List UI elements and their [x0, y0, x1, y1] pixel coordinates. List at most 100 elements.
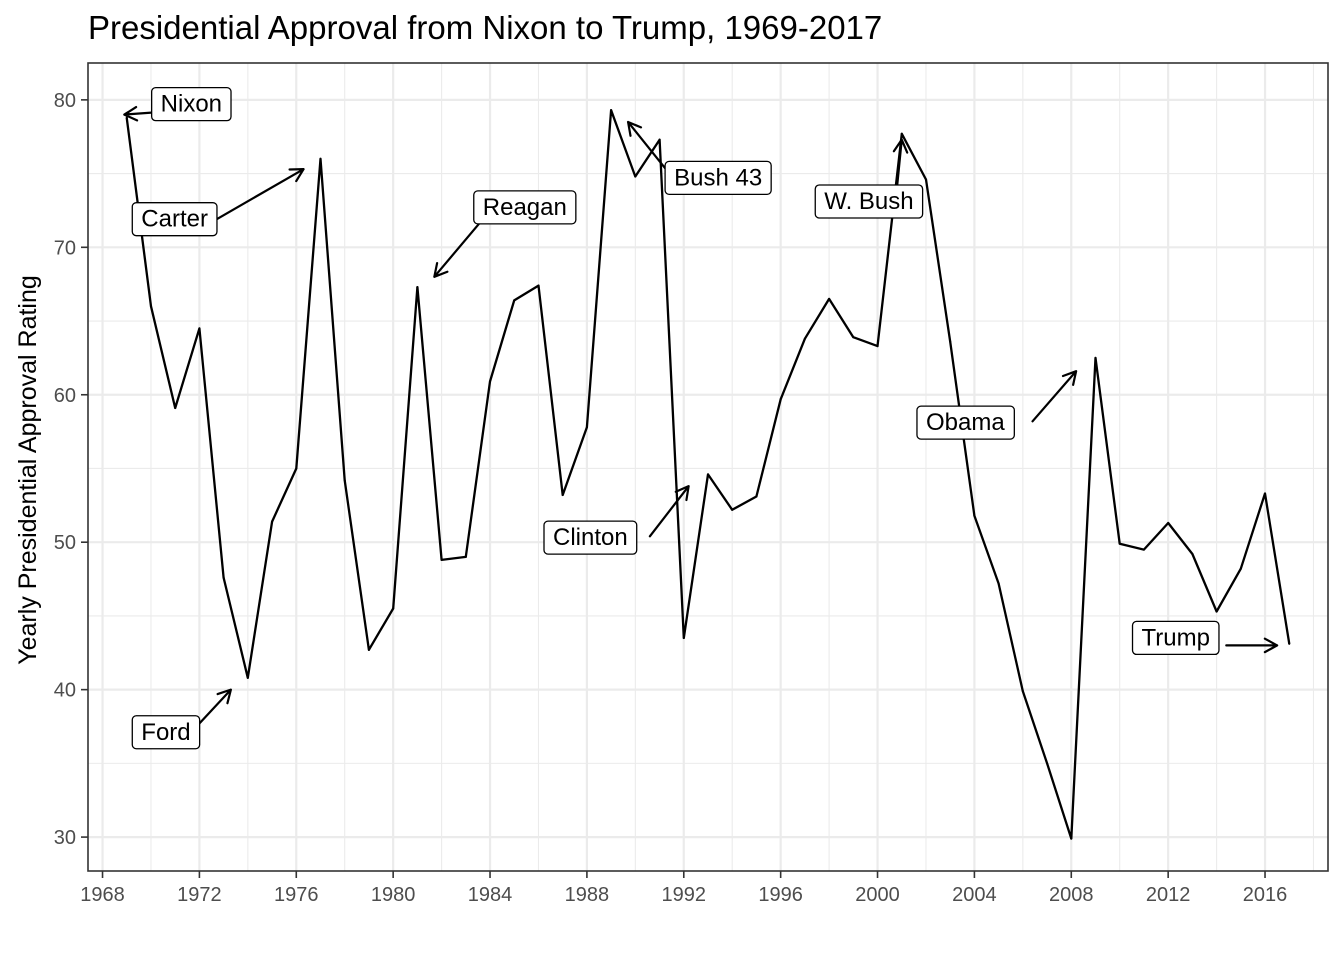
data-point: [174, 407, 177, 410]
annotation-text: Nixon: [161, 91, 222, 118]
data-point: [1046, 762, 1049, 765]
x-tick-label: 2016: [1243, 884, 1288, 906]
data-point: [1288, 642, 1291, 645]
data-point: [876, 345, 879, 348]
annotation-arrow: [212, 168, 305, 222]
data-point: [707, 473, 709, 476]
annotation-label-bush-43: Bush 43: [664, 160, 772, 196]
data-point: [1264, 492, 1267, 495]
annotation-label-reagan: Reagan: [473, 190, 577, 225]
x-tick-label: 1988: [565, 884, 610, 906]
data-point: [779, 398, 782, 401]
x-tick-label: 1984: [468, 884, 513, 906]
data-point: [634, 175, 637, 178]
annotation-arrow: [648, 485, 690, 538]
annotation-arrow: [433, 218, 484, 278]
annotation-label-nixon: Nixon: [151, 87, 232, 122]
annotation-label-carter: Carter: [131, 202, 218, 237]
annotation-arrow: [1031, 370, 1078, 423]
axes-layer: 1968 1972 1976 1980 1984 1988 1992 1996 2000 2004…: [54, 90, 1288, 906]
series-layer: [125, 109, 1291, 840]
annotation-box: [916, 405, 1015, 440]
annotation-arrow: [892, 138, 909, 190]
data-point: [271, 520, 274, 523]
data-point: [246, 676, 249, 679]
annotation-box: [473, 190, 577, 225]
data-point: [1142, 548, 1145, 551]
annotation-label-ford: Ford: [131, 715, 201, 750]
data-point: [149, 305, 152, 308]
annotation-text: Bush 43: [674, 164, 762, 191]
x-tick-label: 1996: [758, 884, 803, 906]
annotation-box: [814, 184, 924, 219]
data-point: [222, 576, 225, 579]
data-point: [343, 479, 346, 482]
data-point: [755, 495, 758, 498]
annotation-text: Reagan: [483, 194, 567, 221]
x-tick-label: 2004: [952, 884, 997, 906]
x-tick-label: 1980: [371, 884, 416, 906]
data-point: [1191, 552, 1194, 555]
y-tick-label: 40: [54, 680, 76, 702]
annotation-label-w-bush: W. Bush: [814, 184, 924, 219]
data-point: [295, 467, 298, 470]
data-point: [949, 340, 952, 343]
data-point: [610, 109, 613, 112]
annotation-text: Obama: [926, 409, 1005, 436]
data-point: [1094, 356, 1097, 359]
chart-title: Presidential Approval from Nixon to Trum…: [88, 9, 882, 46]
y-tick-label: 30: [54, 827, 76, 849]
data-point: [731, 508, 734, 511]
data-point: [973, 514, 976, 517]
annotation-label-obama: Obama: [916, 405, 1015, 440]
x-tick-label: 1992: [662, 884, 707, 906]
data-point: [658, 138, 661, 141]
data-point: [803, 337, 806, 340]
x-tick-label: 1968: [80, 884, 125, 906]
annotation-box: [1131, 620, 1220, 656]
annotation-text: Clinton: [553, 524, 628, 551]
x-tick-label: 2000: [855, 884, 900, 906]
data-point: [319, 157, 322, 160]
y-tick-label: 60: [54, 385, 76, 407]
data-point: [1215, 610, 1218, 613]
annotation-text: W. Bush: [824, 188, 913, 215]
annotation-label-clinton: Clinton: [543, 520, 638, 555]
data-point: [537, 284, 540, 287]
y-tick-label: 50: [54, 532, 76, 554]
annotation-arrow: [1225, 637, 1279, 654]
data-point: [924, 178, 927, 181]
annotation-text: Carter: [141, 206, 208, 233]
x-tick-label: 2012: [1146, 884, 1191, 906]
data-point: [1167, 522, 1170, 525]
annotation-box: [543, 520, 638, 555]
data-point: [440, 558, 443, 561]
x-tick-label: 1976: [274, 884, 319, 906]
y-axis-label: Yearly Presidential Approval Rating: [14, 275, 42, 665]
x-tick-label: 2008: [1049, 884, 1094, 906]
data-point: [561, 494, 564, 497]
data-point: [1070, 837, 1073, 840]
data-point: [513, 299, 516, 302]
data-point: [852, 336, 855, 339]
data-point: [682, 637, 685, 640]
annotations-layer: Nixon Ford Carter Reagan Bush 43 Clinton W. Bu…: [123, 87, 1279, 750]
data-point: [416, 286, 419, 289]
annotation-box: [664, 160, 772, 196]
data-point: [367, 648, 370, 651]
annotation-box: [151, 87, 232, 122]
plot-panel: [88, 63, 1328, 871]
annotation-text: Ford: [141, 719, 190, 746]
data-point: [828, 297, 831, 300]
annotation-box: [131, 202, 218, 237]
data-point: [1021, 690, 1024, 693]
annotation-box: [131, 715, 201, 750]
annotation-label-trump: Trump: [1131, 620, 1220, 656]
data-point: [1118, 542, 1121, 545]
data-point: [900, 132, 903, 135]
data-point: [392, 607, 395, 610]
y-tick-label: 80: [54, 90, 76, 112]
data-point: [1239, 567, 1242, 570]
annotation-text: Trump: [1142, 624, 1210, 651]
